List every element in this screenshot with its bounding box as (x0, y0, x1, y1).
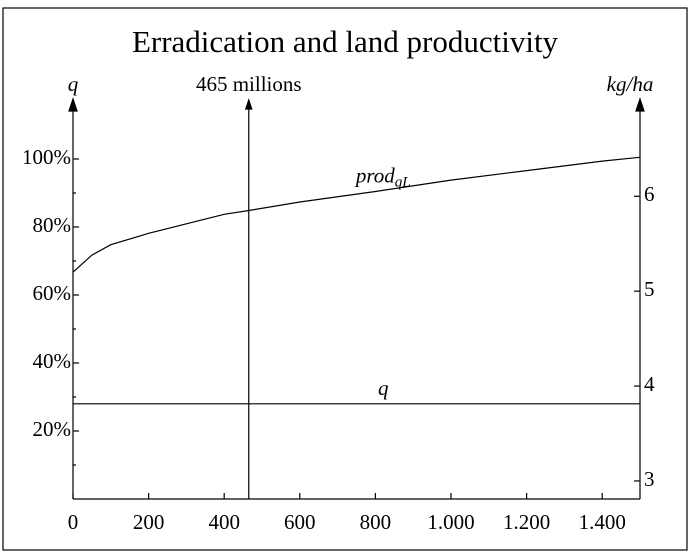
x-tick-label: 1.200 (503, 510, 550, 534)
y2-tick-label: 3 (644, 467, 655, 491)
y2-tick-label: 5 (644, 277, 655, 301)
x-tick-label: 0 (68, 510, 79, 534)
axis-arrow (635, 97, 645, 112)
axis-arrow (68, 97, 78, 112)
y2-tick-label: 6 (644, 182, 655, 206)
x-tick-label: 1.400 (579, 510, 626, 534)
frame (2, 7, 688, 551)
x-tick-label: 600 (284, 510, 316, 534)
y2-tick-label: 4 (644, 372, 655, 396)
series-name-subscript: qL (395, 175, 411, 191)
series-line (72, 156, 641, 273)
y-tick-label: 100% (22, 145, 71, 169)
x-tick-label: 1.000 (427, 510, 474, 534)
y-tick-label: 20% (33, 417, 72, 441)
series-name: prod (354, 163, 395, 187)
annotation-text: 465 millions (196, 72, 302, 96)
x-tick-label: 200 (133, 510, 165, 534)
x-tick-label: 800 (360, 510, 392, 534)
y2-axis-label: kg/ha (607, 72, 654, 96)
series-name: q (378, 376, 389, 400)
x-tick-label: 400 (208, 510, 240, 534)
y-tick-label: 60% (33, 281, 72, 305)
y-tick-label: 80% (33, 213, 72, 237)
y-tick-label: 40% (33, 349, 72, 373)
series-label: prodqL (354, 163, 411, 191)
annotation-arrow (244, 98, 253, 110)
series-label: q (378, 376, 389, 400)
y-axis-label: q (68, 72, 79, 96)
chart-title: Erradication and land productivity (132, 24, 559, 59)
